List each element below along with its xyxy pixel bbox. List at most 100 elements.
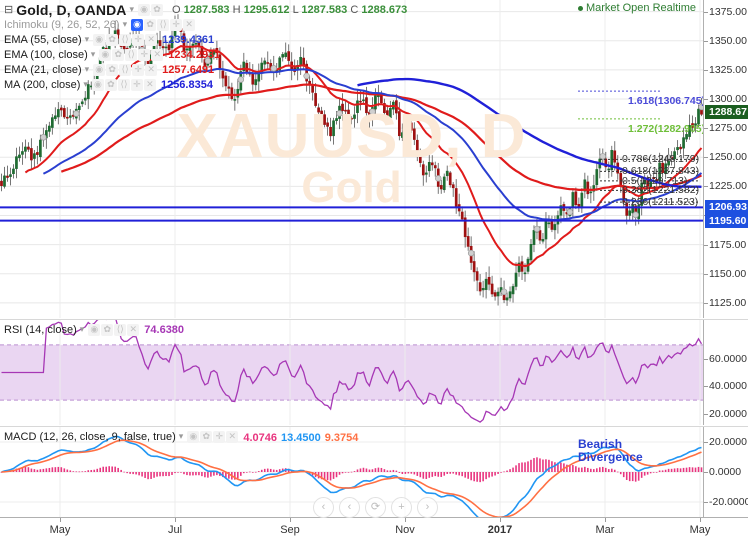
rsi-close-icon[interactable]: ✕ [127,323,140,336]
rsi-value: 74.6380 [144,323,185,336]
indicator-row-1[interactable]: EMA (55, close) ▾ ◉ ✿ ⟨⟩ ✛ ✕ 1239.4361 [4,32,407,47]
rsi-chevron-down-icon[interactable]: ▾ [79,324,85,334]
macd-axis[interactable]: 20.0000 0.0000 -20.0000 [703,427,748,517]
indicator-name-1[interactable]: EMA (55, close) [4,33,82,46]
indicator-0-close-icon[interactable]: ✕ [183,18,196,31]
rsi-pane[interactable] [0,320,703,425]
indicator-4-gear-icon[interactable]: ✿ [104,78,117,91]
indicator-chevron-down-icon-4[interactable]: ▾ [83,79,88,89]
eye-icon[interactable]: ◉ [138,3,151,16]
indicator-1-plus-icon[interactable]: ✛ [132,33,145,46]
ohlc-low-value: 1287.583 [301,3,348,16]
time-axis-label-2: Sep [280,524,300,536]
indicator-name-2[interactable]: EMA (100, close) [4,48,88,61]
indicator-1-eye-icon[interactable]: ◉ [93,33,106,46]
indicator-row-3[interactable]: EMA (21, close) ▾ ◉ ✿ ⟨⟩ ✛ ✕ 1257.6491 [4,62,407,77]
indicator-2-eye-icon[interactable]: ◉ [99,48,112,61]
indicator-icon-group-3: ◉ ✿ ⟨⟩ ✛ ✕ [93,63,158,76]
indicator-4-plus-icon[interactable]: ✛ [130,78,143,91]
indicator-name-3[interactable]: EMA (21, close) [4,63,82,76]
indicator-name-0[interactable]: Ichimoku (9, 26, 52, 26) [4,18,120,31]
ohlc-open-value: 1287.583 [183,3,230,16]
indicator-name-4[interactable]: MA (200, close) [4,78,81,91]
indicator-0-plus-icon[interactable]: ✛ [170,18,183,31]
indicator-0-eye-icon[interactable]: ◉ [131,18,144,31]
indicator-2-close-icon[interactable]: ✕ [151,48,164,61]
indicator-chevron-down-icon-1[interactable]: ▾ [84,34,90,44]
indicator-3-eye-icon[interactable]: ◉ [93,63,106,76]
indicator-2-brackets-icon[interactable]: ⟨⟩ [125,48,138,61]
indicator-1-close-icon[interactable]: ✕ [145,33,158,46]
macd-tick-2 [704,502,708,503]
price-axis-label-8: 1175.00 [709,238,747,251]
bearish-divergence-line1: Bearish [578,437,623,451]
indicator-row-0[interactable]: Ichimoku (9, 26, 52, 26) ▾ ◉ ✿ ⟨⟩ ✛ ✕ [4,17,407,32]
rsi-eye-icon[interactable]: ◉ [88,323,101,336]
ohlc-high-label: H [232,3,241,16]
legend-row-symbol[interactable]: ⊟ Gold, D, OANDA ▾ ◉ ✿ O 1287.583 H 1295… [4,1,407,18]
nav-zoom-in-button[interactable]: + [391,497,412,518]
indicator-0-brackets-icon[interactable]: ⟨⟩ [157,18,170,31]
macd-icon-group: ◉ ✿ ✛ ✕ [187,430,239,443]
collapse-icon[interactable]: ⊟ [4,4,14,16]
indicator-1-brackets-icon[interactable]: ⟨⟩ [119,33,132,46]
price-axis-label-9: 1150.00 [709,267,747,280]
rsi-tick-2 [704,413,708,415]
nav-reset-button[interactable]: ⟳ [365,497,386,518]
macd-plus-icon[interactable]: ✛ [213,430,226,443]
price-axis-label-3: 1300.00 [709,93,747,105]
rsi-brackets-icon[interactable]: ⟨⟩ [114,323,127,336]
macd-close-icon[interactable]: ✕ [226,430,239,443]
indicator-chevron-down-icon-0[interactable]: ▾ [122,19,128,29]
symbol-icon-group: ◉ ✿ [138,3,164,16]
chevron-down-icon[interactable]: ▾ [129,4,135,14]
indicator-row-2[interactable]: EMA (100, close) ▾ ◉ ✿ ⟨⟩ ✛ ✕ 1234.2931 [4,47,407,62]
indicator-3-gear-icon[interactable]: ✿ [106,63,119,76]
indicator-chevron-down-icon-3[interactable]: ▾ [84,64,90,74]
rsi-axis[interactable]: 60.0000 40.0000 20.0000 [703,320,748,425]
indicator-1-gear-icon[interactable]: ✿ [106,33,119,46]
gear-icon[interactable]: ✿ [151,3,164,16]
macd-chevron-down-icon[interactable]: ▾ [178,431,184,441]
indicator-chevron-down-icon-2[interactable]: ▾ [90,49,96,59]
indicator-3-plus-icon[interactable]: ✛ [132,63,145,76]
indicator-4-close-icon[interactable]: ✕ [143,78,156,91]
macd-eye-icon[interactable]: ◉ [187,430,200,443]
rsi-icon-group: ◉ ✿ ⟨⟩ ✕ [88,323,140,336]
pane-divider-1 [0,319,748,320]
time-axis-label-5: Mar [595,524,615,536]
price-axis[interactable]: 1375.00 1350.00 1325.00 1300.00 1275.00 1250.… [703,0,748,318]
nav-prev-button[interactable]: ‹ [339,497,360,518]
rsi-gear-icon[interactable]: ✿ [101,323,114,336]
price-tick-8 [704,244,708,246]
ohlc-low-label: L [292,3,299,16]
indicator-3-brackets-icon[interactable]: ⟨⟩ [119,63,132,76]
ohlc-open-label: O [172,3,181,16]
indicator-2-gear-icon[interactable]: ✿ [112,48,125,61]
symbol-title[interactable]: Gold, D, OANDA [16,1,127,18]
ohlc-readout: O 1287.583 H 1295.612 L 1287.583 C 1288.… [172,4,407,16]
indicator-row-4[interactable]: MA (200, close) ▾ ◉ ✿ ⟨⟩ ✛ ✕ 1256.8354 [4,77,407,92]
macd-legend-name[interactable]: MACD (12, 26, close, 9, false, true) [4,430,176,443]
price-tick-3 [704,99,708,100]
indicator-icon-group-0: ◉ ✿ ⟨⟩ ✛ ✕ [131,18,196,31]
price-badge-green-0: 1288.67 [705,105,748,120]
bearish-divergence-annotation: Bearish Divergence [578,438,643,463]
fib-label-3: 0.618(1237.843) [622,165,700,178]
indicator-0-gear-icon[interactable]: ✿ [144,18,157,31]
indicator-3-close-icon[interactable]: ✕ [145,63,158,76]
price-tick-2 [704,69,708,71]
nav-forward-button[interactable]: › [417,497,438,518]
rsi-legend-name[interactable]: RSI (14, close) [4,323,77,336]
nav-back-button[interactable]: ‹ [313,497,334,518]
chart-nav-buttons: ‹ ‹ ⟳ + › [313,497,438,518]
indicator-4-brackets-icon[interactable]: ⟨⟩ [117,78,130,91]
indicator-icon-group-1: ◉ ✿ ⟨⟩ ✛ ✕ [93,33,158,46]
indicator-4-eye-icon[interactable]: ◉ [91,78,104,91]
time-axis-label-3: Nov [395,524,415,536]
indicator-2-plus-icon[interactable]: ✛ [138,48,151,61]
time-axis-label-0: May [49,524,71,536]
macd-gear-icon[interactable]: ✿ [200,430,213,443]
time-axis[interactable]: May Jul Sep Nov 2017 Mar May [0,517,748,542]
